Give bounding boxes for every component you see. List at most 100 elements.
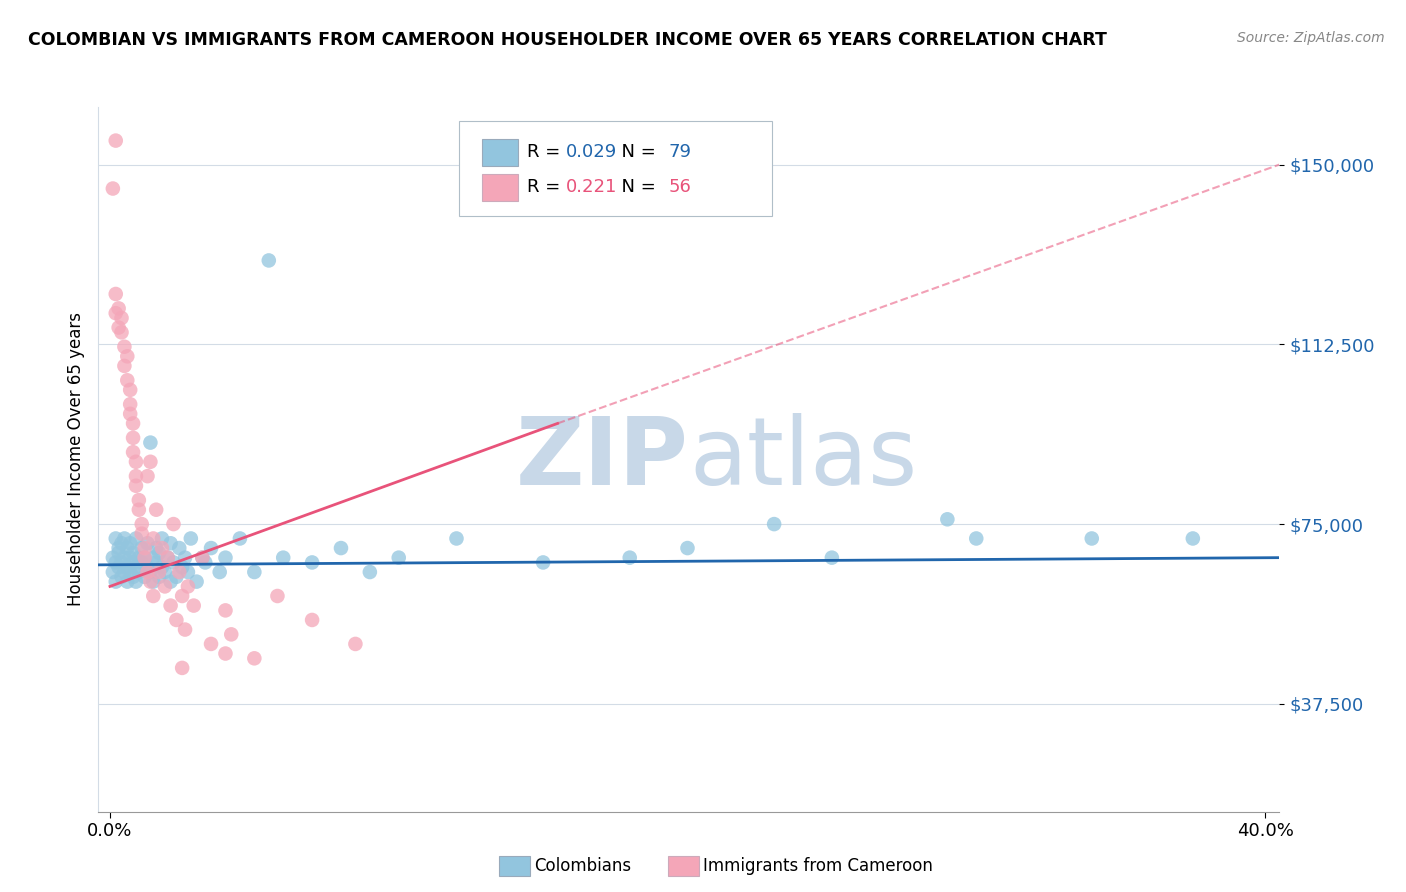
Point [122,556,145,570]
Point [122,431,145,445]
Point [148,565,170,579]
Text: Source: ZipAtlas.com: Source: ZipAtlas.com [1237,31,1385,45]
Point [257,253,280,268]
Point [172,661,194,675]
Point [1181,532,1204,546]
Point [110,536,132,550]
Point [208,565,231,579]
Y-axis label: Householder Income Over 65 years: Householder Income Over 65 years [66,312,84,607]
Point [219,627,242,641]
Point [110,570,132,584]
Text: Immigrants from Cameroon: Immigrants from Cameroon [703,857,932,875]
Point [101,565,124,579]
Point [148,570,170,584]
Point [107,546,129,560]
Point [134,570,156,584]
Point [243,651,266,665]
Point [159,574,181,589]
Point [619,550,641,565]
Point [136,536,159,550]
Point [125,455,148,469]
Point [150,541,173,555]
Point [117,349,139,363]
Point [128,502,150,516]
Point [243,565,266,579]
Point [153,565,176,579]
Point [101,550,124,565]
Point [142,589,165,603]
Point [159,599,181,613]
Point [125,560,148,574]
Point [131,556,153,570]
Point [131,541,153,555]
Point [183,599,205,613]
Point [104,134,127,148]
Point [156,550,179,565]
Point [120,550,142,565]
Point [145,502,167,516]
Point [134,550,156,565]
Point [165,570,187,584]
Point [117,574,139,589]
Point [112,359,135,373]
Point [120,397,142,411]
Point [763,517,786,532]
Point [159,536,181,550]
Point [174,550,197,565]
Text: atlas: atlas [689,413,917,506]
Point [214,550,236,565]
Point [676,541,699,555]
Point [936,512,959,526]
Point [104,556,127,570]
Point [122,570,145,584]
Text: N =: N = [610,143,661,161]
Point [112,340,135,354]
Point [177,565,200,579]
Point [169,541,191,555]
Text: 56: 56 [669,178,692,196]
Point [186,574,208,589]
Text: Colombians: Colombians [534,857,631,875]
Point [104,532,127,546]
Point [112,565,135,579]
Point [344,637,367,651]
Point [821,550,844,565]
Point [162,556,184,570]
Point [301,556,323,570]
Point [107,560,129,574]
Point [200,541,222,555]
Point [128,550,150,565]
Point [965,532,987,546]
Point [112,532,135,546]
Point [125,469,148,483]
Point [128,493,150,508]
Text: 0.221: 0.221 [567,178,617,196]
Point [122,445,145,459]
Point [136,565,159,579]
Point [172,589,194,603]
Point [120,407,142,421]
Point [112,550,135,565]
Point [107,301,129,316]
Point [271,550,294,565]
Point [134,541,156,555]
Point [125,532,148,546]
Point [174,623,197,637]
Text: 79: 79 [669,143,692,161]
Point [117,560,139,574]
Point [229,532,252,546]
Point [301,613,323,627]
FancyBboxPatch shape [482,174,517,201]
Point [110,310,132,325]
Point [446,532,468,546]
Point [266,589,288,603]
Point [142,550,165,565]
Point [1081,532,1104,546]
Point [200,637,222,651]
FancyBboxPatch shape [482,139,517,166]
Point [104,574,127,589]
Point [110,556,132,570]
Point [165,613,187,627]
Point [150,532,173,546]
Point [180,532,202,546]
